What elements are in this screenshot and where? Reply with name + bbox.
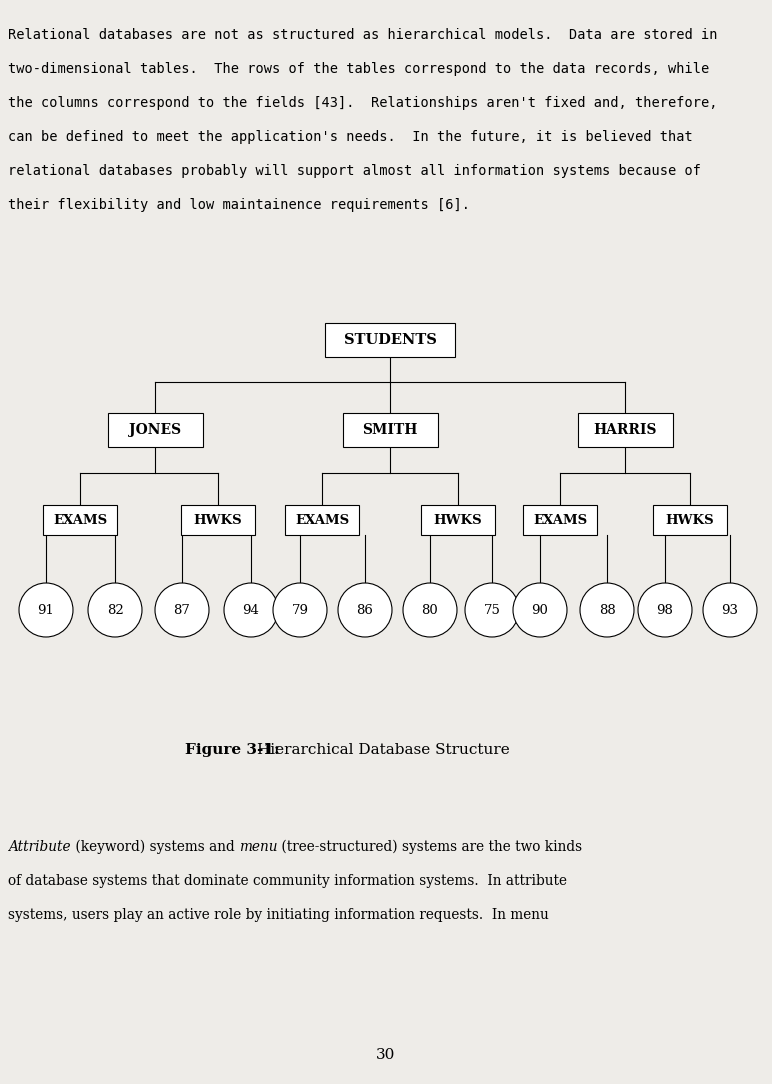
Bar bbox=[421, 505, 495, 535]
Text: EXAMS: EXAMS bbox=[533, 514, 587, 527]
Circle shape bbox=[513, 583, 567, 637]
Text: 91: 91 bbox=[38, 604, 55, 617]
Text: 93: 93 bbox=[722, 604, 739, 617]
Text: EXAMS: EXAMS bbox=[53, 514, 107, 527]
Bar bbox=[43, 505, 117, 535]
Text: relational databases probably will support almost all information systems becaus: relational databases probably will suppo… bbox=[8, 164, 701, 178]
Text: HARRIS: HARRIS bbox=[593, 423, 657, 437]
Text: STUDENTS: STUDENTS bbox=[344, 333, 436, 347]
Text: 98: 98 bbox=[656, 604, 673, 617]
Text: 75: 75 bbox=[483, 604, 500, 617]
Text: 79: 79 bbox=[292, 604, 309, 617]
Text: Relational databases are not as structured as hierarchical models.  Data are sto: Relational databases are not as structur… bbox=[8, 28, 717, 42]
Text: 86: 86 bbox=[357, 604, 374, 617]
Circle shape bbox=[580, 583, 634, 637]
Text: can be defined to meet the application's needs.  In the future, it is believed t: can be defined to meet the application's… bbox=[8, 130, 692, 144]
Bar bbox=[181, 505, 255, 535]
Bar bbox=[343, 413, 438, 447]
Text: Hierarchical Database Structure: Hierarchical Database Structure bbox=[257, 743, 510, 757]
Bar bbox=[285, 505, 359, 535]
Text: their flexibility and low maintainence requirements [6].: their flexibility and low maintainence r… bbox=[8, 198, 470, 212]
Circle shape bbox=[465, 583, 519, 637]
Text: 30: 30 bbox=[376, 1048, 396, 1062]
Bar bbox=[577, 413, 672, 447]
Circle shape bbox=[19, 583, 73, 637]
Text: systems, users play an active role by initiating information requests.  In menu: systems, users play an active role by in… bbox=[8, 908, 549, 922]
Text: menu: menu bbox=[239, 840, 277, 854]
Text: Attribute: Attribute bbox=[8, 840, 70, 854]
Text: SMITH: SMITH bbox=[362, 423, 418, 437]
Circle shape bbox=[224, 583, 278, 637]
Text: (keyword) systems and: (keyword) systems and bbox=[70, 840, 239, 854]
Circle shape bbox=[403, 583, 457, 637]
Text: HWKS: HWKS bbox=[434, 514, 482, 527]
Bar bbox=[107, 413, 202, 447]
Text: 88: 88 bbox=[598, 604, 615, 617]
Text: HWKS: HWKS bbox=[194, 514, 242, 527]
Text: 90: 90 bbox=[532, 604, 548, 617]
Text: 82: 82 bbox=[107, 604, 124, 617]
Text: of database systems that dominate community information systems.  In attribute: of database systems that dominate commun… bbox=[8, 874, 567, 888]
Bar bbox=[653, 505, 727, 535]
Circle shape bbox=[88, 583, 142, 637]
Text: Figure 3-1:: Figure 3-1: bbox=[185, 743, 279, 757]
Circle shape bbox=[338, 583, 392, 637]
Text: HWKS: HWKS bbox=[665, 514, 714, 527]
Text: 80: 80 bbox=[422, 604, 438, 617]
Text: JONES: JONES bbox=[129, 423, 181, 437]
Circle shape bbox=[638, 583, 692, 637]
Text: 94: 94 bbox=[242, 604, 259, 617]
Circle shape bbox=[155, 583, 209, 637]
Circle shape bbox=[273, 583, 327, 637]
Text: the columns correspond to the fields [43].  Relationships aren't fixed and, ther: the columns correspond to the fields [43… bbox=[8, 96, 717, 109]
Text: (tree-structured) systems are the two kinds: (tree-structured) systems are the two ki… bbox=[277, 840, 582, 854]
Circle shape bbox=[703, 583, 757, 637]
Text: 87: 87 bbox=[174, 604, 191, 617]
Bar bbox=[325, 323, 455, 357]
Bar bbox=[523, 505, 597, 535]
Text: EXAMS: EXAMS bbox=[295, 514, 349, 527]
Text: two-dimensional tables.  The rows of the tables correspond to the data records, : two-dimensional tables. The rows of the … bbox=[8, 62, 709, 76]
